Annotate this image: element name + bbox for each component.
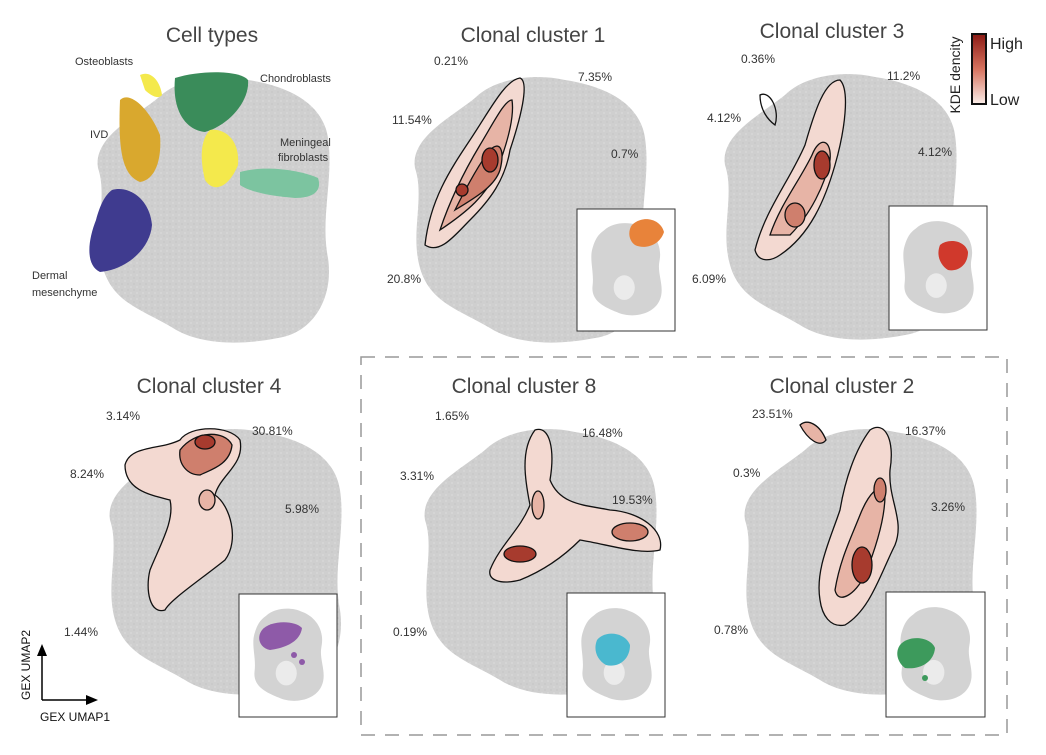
- percent-label: 3.26%: [931, 500, 965, 514]
- panel-clonal-cluster-1: Clonal cluster 1 0.21% 7.35% 11.54% 0.7%…: [387, 24, 676, 343]
- percent-label: 11.54%: [392, 113, 432, 127]
- percent-label: 6.09%: [692, 272, 726, 286]
- inset: [238, 593, 338, 718]
- x-axis-label: GEX UMAP1: [40, 710, 110, 724]
- percent-label: 23.51%: [752, 407, 793, 421]
- percent-label: 16.37%: [905, 424, 946, 438]
- percent-label: 0.21%: [434, 54, 468, 68]
- percent-label: 0.3%: [733, 466, 761, 480]
- cluster-osteoblasts-2: [201, 129, 239, 188]
- cluster-chondroblasts: [174, 72, 249, 132]
- inset: [888, 205, 988, 331]
- panel-title: Clonal cluster 2: [770, 375, 915, 398]
- colorbar-gradient: [971, 33, 987, 105]
- percent-label: 5.98%: [285, 502, 319, 516]
- kde-contours: [489, 428, 662, 583]
- kde-contours: [424, 77, 525, 249]
- panel-clonal-cluster-4: Clonal cluster 4 3.14% 30.81% 8.24% 5.98…: [64, 375, 342, 718]
- colorbar-label: KDE dencity: [947, 36, 963, 113]
- inset: [576, 208, 676, 332]
- percent-label: 0.36%: [741, 52, 775, 66]
- cluster-meningeal: [240, 168, 320, 198]
- label-fibroblasts: fibroblasts: [278, 152, 329, 164]
- inset: [566, 592, 666, 718]
- inset-cluster: [938, 240, 968, 271]
- x-arrowhead: [86, 695, 98, 705]
- percent-label: 0.19%: [393, 625, 427, 639]
- inset-cluster: [595, 633, 630, 666]
- kde-contours: [799, 421, 899, 627]
- label-mesenchyme: mesenchyme: [32, 287, 97, 299]
- percent-label: 3.31%: [400, 469, 434, 483]
- percent-label: 1.44%: [64, 625, 98, 639]
- y-axis-label: GEX UMAP2: [19, 630, 33, 700]
- highlight-box: [360, 356, 1008, 736]
- panel-title: Clonal cluster 3: [760, 20, 905, 43]
- panel-title: Cell types: [166, 24, 258, 47]
- kde-contours: [754, 79, 847, 261]
- label-dermal: Dermal: [32, 270, 67, 282]
- panel-cell-types: Cell types Osteoblasts Chondroblasts IVD…: [32, 24, 331, 343]
- percent-label: 19.53%: [612, 493, 653, 507]
- panel-clonal-cluster-3: Clonal cluster 3 0.36% 11.2% 4.12% 4.12%…: [692, 20, 988, 340]
- label-chondroblasts: Chondroblasts: [260, 73, 331, 85]
- percent-label: 16.48%: [582, 426, 623, 440]
- colorbar-high: High: [990, 36, 1023, 53]
- cluster-osteoblasts: [140, 73, 162, 98]
- percent-label: 0.78%: [714, 623, 748, 637]
- label-meningeal: Meningeal: [280, 137, 331, 149]
- label-osteoblasts: Osteoblasts: [75, 56, 134, 68]
- panel-title: Clonal cluster 1: [461, 24, 606, 47]
- panel-clonal-cluster-2: Clonal cluster 2 23.51% 16.37% 0.3% 3.26…: [714, 375, 986, 718]
- percent-label: 1.65%: [435, 409, 469, 423]
- percent-label: 30.81%: [252, 424, 293, 438]
- label-ivd: IVD: [90, 129, 108, 141]
- inset: [885, 591, 986, 718]
- kde-contours: [124, 428, 242, 612]
- percent-label: 11.2%: [887, 69, 920, 83]
- umap-axis-indicator: GEX UMAP1 GEX UMAP2: [19, 630, 110, 724]
- panel-title: Clonal cluster 4: [137, 375, 282, 398]
- percent-label: 0.7%: [611, 147, 639, 161]
- percent-label: 3.14%: [106, 409, 140, 423]
- inset-cluster: [259, 622, 302, 650]
- panel-title: Clonal cluster 8: [452, 375, 597, 398]
- colorbar: KDE dencity High Low: [947, 33, 1023, 114]
- percent-label: 4.12%: [918, 145, 952, 159]
- percent-label: 8.24%: [70, 467, 104, 481]
- percent-label: 7.35%: [578, 70, 612, 84]
- colorbar-low: Low: [990, 92, 1020, 109]
- percent-label: 20.8%: [387, 272, 421, 286]
- cluster-ivd: [119, 97, 161, 182]
- y-arrowhead: [37, 644, 47, 656]
- percent-label: 4.12%: [707, 111, 741, 125]
- panel-clonal-cluster-8: Clonal cluster 8 1.65% 16.48% 3.31% 19.5…: [393, 375, 666, 718]
- cluster-dermal: [89, 189, 152, 272]
- inset-cluster: [629, 219, 664, 247]
- inset-cluster: [897, 638, 935, 669]
